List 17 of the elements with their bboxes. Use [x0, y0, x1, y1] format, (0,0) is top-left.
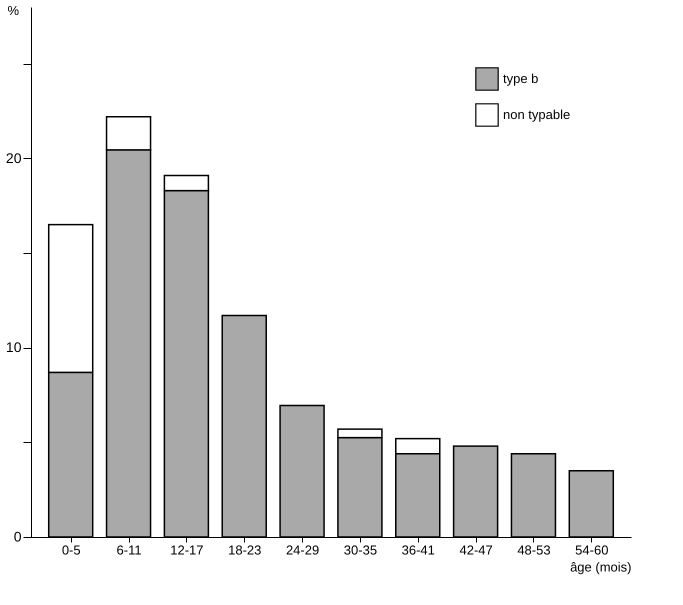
x-tick-label: 6-11	[116, 542, 142, 558]
x-tick-label: 36-41	[402, 542, 435, 558]
x-tick-label: 18-23	[228, 542, 262, 558]
y-tick-label: 0	[14, 528, 22, 544]
x-tick-label: 30-35	[344, 542, 378, 558]
y-axis-title: %	[7, 3, 20, 18]
legend-label: non typable	[503, 107, 570, 122]
y-tick-label: 20	[6, 150, 22, 166]
x-tick-label: 54-60	[575, 542, 608, 558]
x-tick-label: 42-47	[459, 542, 493, 558]
x-tick-label: 24-29	[286, 542, 320, 558]
x-axis-title: âge (mois)	[570, 560, 632, 574]
legend-label: type b	[503, 71, 538, 86]
y-tick-label: 10	[6, 339, 22, 356]
x-tick-label: 0-5	[62, 542, 81, 558]
x-tick-label: 48-53	[517, 542, 551, 558]
x-tick-label: 12-17	[170, 542, 204, 558]
